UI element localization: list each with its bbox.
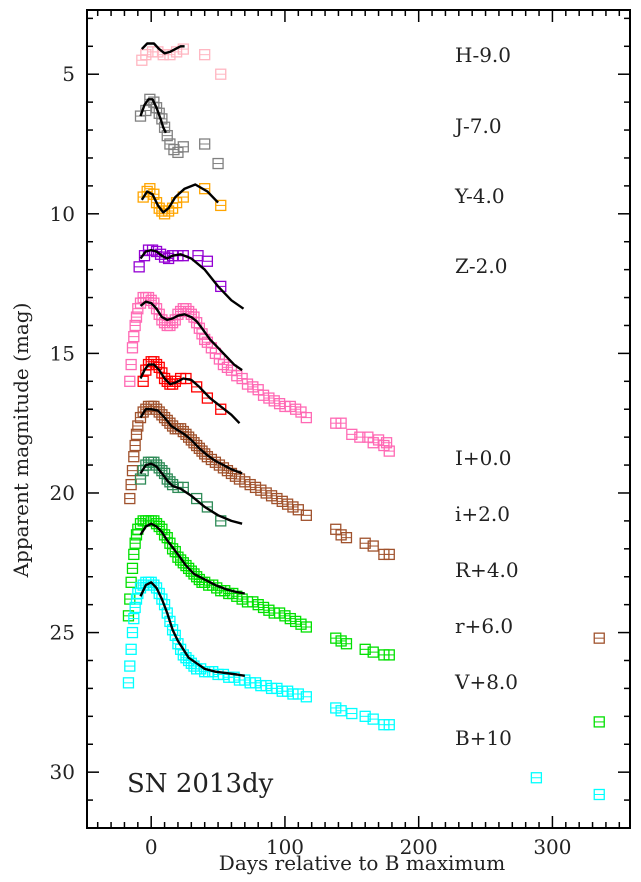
y-tick-label: 5 (62, 62, 75, 86)
series-layer (122, 42, 605, 801)
model-curve (139, 98, 167, 134)
series-i+2.0 (137, 356, 241, 425)
model-curve (139, 363, 241, 425)
x-tick-label: 300 (533, 835, 571, 859)
band-label: R+4.0 (455, 558, 519, 582)
series-Z-2.0 (133, 244, 245, 310)
y-tick-label: 20 (50, 481, 75, 505)
y-axis-title: Apparent magnitude (mag) (9, 303, 33, 579)
band-label: i+2.0 (455, 502, 510, 526)
band-label: I+0.0 (455, 446, 511, 470)
model-curve (139, 462, 243, 525)
x-tick-label: 200 (400, 835, 438, 859)
series-H-9.0 (136, 42, 227, 80)
model-curve (139, 408, 243, 475)
y-tick-label: 10 (50, 202, 75, 226)
series-I+0.0 (124, 291, 395, 457)
model-curve (139, 300, 243, 372)
band-label: J-7.0 (453, 114, 502, 138)
band-label: Y-4.0 (454, 184, 505, 208)
plot-frame (86, 9, 631, 829)
band-label: V+8.0 (454, 670, 518, 694)
series-V+8.0 (122, 515, 605, 728)
y-tick-label: 25 (50, 621, 75, 645)
series-J-7.0 (134, 93, 224, 170)
model-curve (139, 581, 245, 677)
y-tick-label: 15 (50, 341, 75, 365)
model-curve (140, 183, 219, 214)
series-Y-4.0 (137, 183, 227, 220)
model-curve (139, 522, 246, 595)
x-tick-label: 0 (145, 835, 158, 859)
band-label: H-9.0 (455, 43, 511, 67)
series-r+6.0 (134, 456, 243, 527)
series-R+4.0 (124, 400, 605, 644)
y-tick-label: 30 (50, 760, 75, 784)
series-B+10 (122, 576, 605, 801)
model-curve (139, 248, 245, 310)
band-label: Z-2.0 (455, 254, 507, 278)
band-label: r+6.0 (455, 614, 513, 638)
band-labels: H-9.0 J-7.0 Y-4.0 Z-2.0 I+0.0 i+2.0 R+4.0 r+6.0… (453, 43, 519, 750)
plot-axes: 0 100 200 300 5 10 15 20 25 30 (50, 9, 631, 859)
band-label: B+10 (455, 726, 512, 750)
x-axis-title: Days relative to B maximum (219, 851, 505, 875)
chart-title: SN 2013dy (127, 769, 274, 799)
model-curve (140, 42, 185, 55)
x-tick-label: 100 (266, 835, 304, 859)
